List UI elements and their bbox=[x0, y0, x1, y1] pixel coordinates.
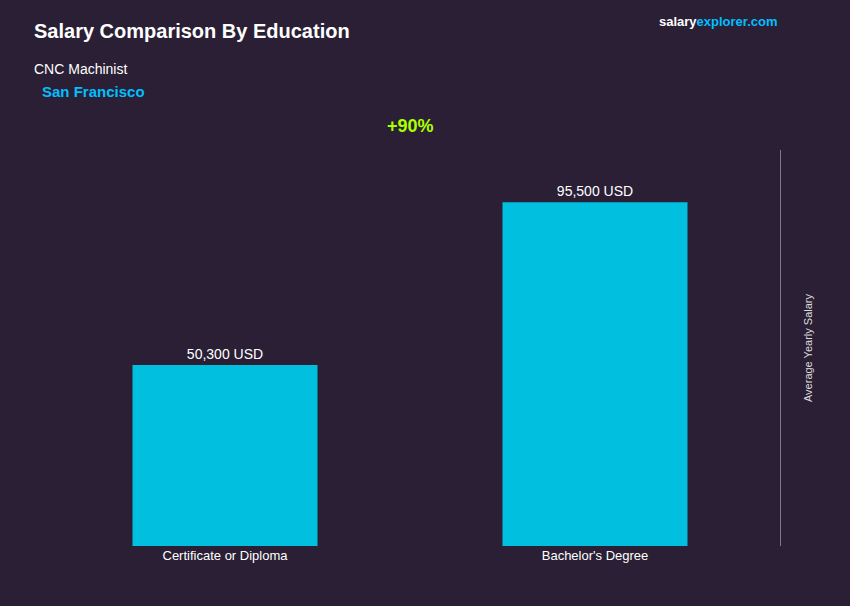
svg-text:Salary Comparison By Education: Salary Comparison By Education bbox=[34, 20, 350, 42]
svg-text:95,500 USD: 95,500 USD bbox=[557, 183, 633, 199]
svg-text:CNC Machinist: CNC Machinist bbox=[34, 61, 127, 77]
svg-text:San Francisco: San Francisco bbox=[42, 83, 145, 100]
svg-text:Average Yearly Salary: Average Yearly Salary bbox=[802, 293, 814, 402]
svg-text:Bachelor's Degree: Bachelor's Degree bbox=[542, 548, 649, 563]
svg-text:50,300 USD: 50,300 USD bbox=[187, 346, 263, 362]
svg-text:+90%: +90% bbox=[387, 116, 434, 136]
svg-text:salaryexplorer.com: salaryexplorer.com bbox=[659, 14, 778, 29]
svg-text:Certificate or Diploma: Certificate or Diploma bbox=[163, 548, 289, 563]
